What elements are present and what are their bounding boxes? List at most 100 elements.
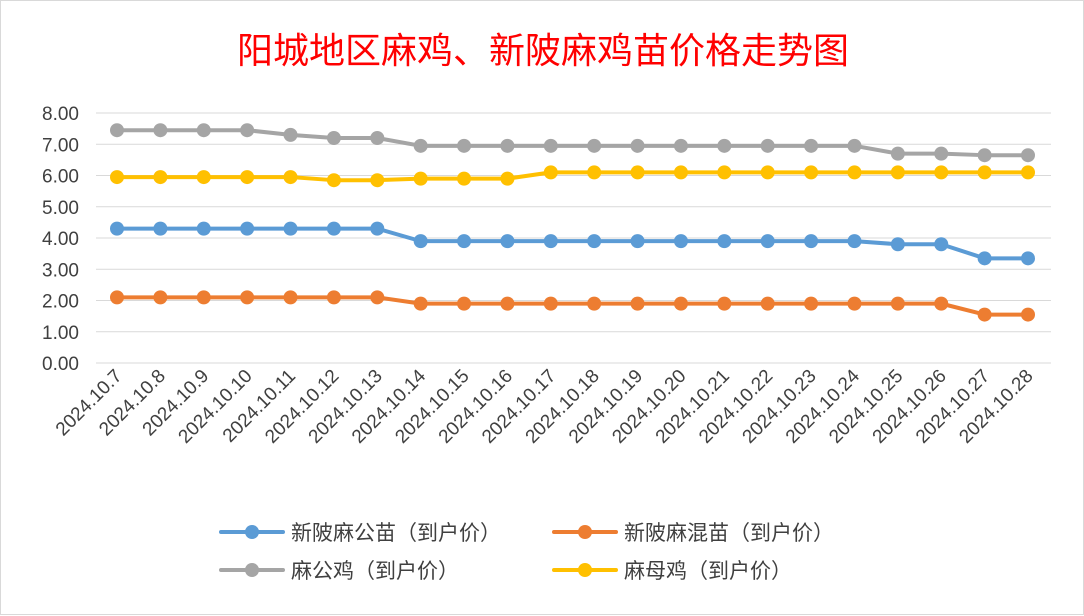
chart-title: 阳城地区麻鸡、新陂麻鸡苗价格走势图 bbox=[237, 31, 849, 72]
legend-item: 麻母鸡（到户价） bbox=[552, 559, 792, 583]
legend-marker bbox=[245, 525, 259, 539]
y-tick-label: 7.00 bbox=[42, 135, 79, 156]
gridlines bbox=[96, 112, 1051, 364]
legend: 新陂麻公苗（到户价） 新陂麻混苗（到户价） 麻公鸡（到户价） 麻母鸡（到户价） bbox=[219, 521, 834, 583]
data-point bbox=[326, 290, 341, 305]
data-point bbox=[934, 146, 949, 161]
data-point bbox=[1021, 251, 1035, 266]
data-point bbox=[240, 290, 255, 305]
data-point bbox=[804, 165, 819, 180]
series-lines bbox=[110, 123, 1035, 322]
data-point bbox=[717, 296, 732, 311]
data-point bbox=[240, 123, 255, 138]
data-point bbox=[500, 138, 515, 153]
data-point bbox=[326, 221, 341, 236]
data-point bbox=[370, 131, 385, 145]
data-point bbox=[977, 307, 992, 322]
legend-label: 新陂麻公苗（到户价） bbox=[291, 521, 501, 545]
data-point bbox=[1021, 165, 1035, 180]
series-1 bbox=[110, 221, 1035, 266]
data-point bbox=[847, 234, 862, 249]
data-point bbox=[283, 221, 298, 236]
data-point bbox=[240, 170, 255, 185]
data-point bbox=[457, 138, 472, 153]
legend-label: 麻母鸡（到户价） bbox=[624, 559, 792, 583]
y-tick-label: 6.00 bbox=[42, 167, 79, 188]
y-tick-label: 4.00 bbox=[42, 229, 79, 250]
data-point bbox=[457, 234, 472, 249]
data-point bbox=[413, 296, 428, 311]
legend-label: 新陂麻混苗（到户价） bbox=[624, 521, 834, 545]
legend-marker bbox=[578, 563, 592, 577]
data-point bbox=[847, 138, 862, 153]
data-point bbox=[543, 234, 558, 249]
data-point bbox=[804, 138, 819, 153]
data-point bbox=[673, 165, 688, 180]
y-tick-label: 1.00 bbox=[42, 323, 79, 344]
y-tick-label: 5.00 bbox=[42, 198, 79, 219]
data-point bbox=[500, 171, 515, 186]
data-point bbox=[153, 290, 168, 305]
y-tick-label: 8.00 bbox=[42, 104, 79, 125]
data-point bbox=[1021, 148, 1035, 163]
data-point bbox=[457, 296, 472, 311]
data-point bbox=[673, 138, 688, 153]
data-point bbox=[673, 234, 688, 249]
data-point bbox=[717, 138, 732, 153]
series-line bbox=[115, 170, 1030, 183]
data-point bbox=[153, 221, 168, 236]
legend-label: 麻公鸡（到户价） bbox=[291, 559, 459, 583]
data-point bbox=[1021, 307, 1035, 322]
data-point bbox=[543, 138, 558, 153]
data-point bbox=[890, 237, 905, 252]
legend-item: 麻公鸡（到户价） bbox=[219, 559, 459, 583]
data-point bbox=[717, 165, 732, 180]
data-point bbox=[240, 221, 255, 236]
data-point bbox=[153, 123, 168, 138]
data-point bbox=[283, 170, 298, 185]
data-point bbox=[283, 127, 298, 142]
legend-item: 新陂麻公苗（到户价） bbox=[219, 521, 501, 545]
data-point bbox=[977, 165, 992, 180]
series-4 bbox=[110, 165, 1035, 188]
y-tick-label: 3.00 bbox=[42, 260, 79, 281]
x-axis-ticks: 2024.10.72024.10.82024.10.92024.10.10202… bbox=[52, 365, 1038, 447]
data-point bbox=[153, 170, 168, 185]
data-point bbox=[760, 234, 775, 249]
data-point bbox=[543, 165, 558, 180]
data-point bbox=[890, 165, 905, 180]
data-point bbox=[196, 290, 211, 305]
data-point bbox=[457, 171, 472, 186]
data-point bbox=[630, 138, 645, 153]
data-point bbox=[413, 171, 428, 186]
data-point bbox=[804, 234, 819, 249]
data-point bbox=[934, 237, 949, 252]
series-line bbox=[115, 295, 1030, 317]
data-point bbox=[630, 296, 645, 311]
data-point bbox=[370, 290, 385, 305]
series-2 bbox=[110, 290, 1035, 322]
data-point bbox=[717, 234, 732, 249]
series-line bbox=[115, 226, 1030, 261]
data-point bbox=[110, 221, 124, 236]
data-point bbox=[587, 165, 602, 180]
data-point bbox=[847, 296, 862, 311]
data-point bbox=[370, 173, 385, 188]
data-point bbox=[847, 165, 862, 180]
data-point bbox=[760, 296, 775, 311]
data-point bbox=[110, 170, 124, 185]
data-point bbox=[890, 146, 905, 161]
y-tick-label: 0.00 bbox=[42, 354, 79, 375]
data-point bbox=[934, 296, 949, 311]
legend-marker bbox=[245, 563, 259, 577]
data-point bbox=[500, 296, 515, 311]
data-point bbox=[543, 296, 558, 311]
data-point bbox=[977, 251, 992, 266]
legend-item: 新陂麻混苗（到户价） bbox=[552, 521, 834, 545]
data-point bbox=[587, 234, 602, 249]
data-point bbox=[587, 296, 602, 311]
data-point bbox=[630, 234, 645, 249]
data-point bbox=[196, 123, 211, 138]
